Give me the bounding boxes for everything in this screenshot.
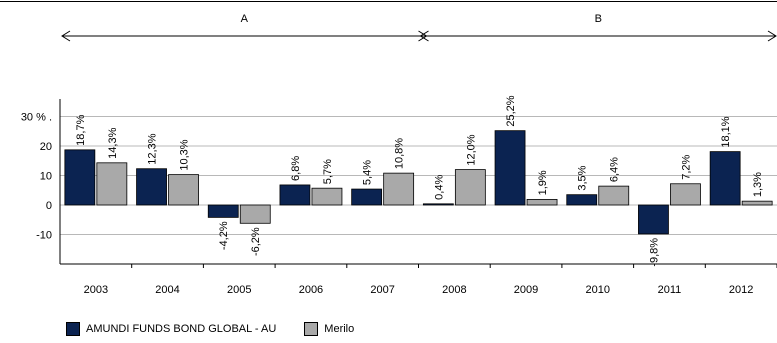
period-arrow-right xyxy=(767,30,777,42)
bar xyxy=(239,204,271,224)
x-tick-label: 2012 xyxy=(729,284,753,296)
bar xyxy=(207,204,239,218)
y-tick-label: 20 xyxy=(40,141,52,153)
data-label: 3,5% xyxy=(577,165,589,190)
data-label: 12,3% xyxy=(147,133,159,164)
bar xyxy=(136,168,167,206)
data-label: 5,4% xyxy=(362,160,374,185)
legend-item-amundi: AMUNDI FUNDS BOND GLOBAL - AU xyxy=(66,322,276,336)
legend: AMUNDI FUNDS BOND GLOBAL - AU Merilo xyxy=(66,320,382,338)
x-tick-label: 2006 xyxy=(299,284,323,296)
period-arrow-left xyxy=(419,30,429,42)
legend-item-merilo: Merilo xyxy=(304,322,354,336)
data-label: 10,3% xyxy=(179,139,191,170)
bar xyxy=(598,185,630,206)
data-label: 14,3% xyxy=(107,127,119,158)
x-tick-label: 2009 xyxy=(514,284,538,296)
bar xyxy=(279,184,311,206)
x-tick-label: 2004 xyxy=(155,284,179,296)
data-label: 6,4% xyxy=(609,157,621,182)
period-label: B xyxy=(595,13,602,25)
x-tick-label: 2008 xyxy=(442,284,466,296)
bar xyxy=(638,204,669,235)
x-tick-label: 2010 xyxy=(586,284,610,296)
data-label: 18,7% xyxy=(75,114,87,145)
data-label: 1,3% xyxy=(752,172,764,197)
data-label: 7,2% xyxy=(680,154,692,179)
bar xyxy=(96,162,128,206)
bar xyxy=(526,198,558,206)
data-label: 1,9% xyxy=(537,170,549,195)
bar xyxy=(709,151,741,206)
data-label: 6,8% xyxy=(290,156,302,181)
data-label: 25,2% xyxy=(505,95,517,126)
data-label: -9,8% xyxy=(648,238,660,267)
x-tick-label: 2003 xyxy=(84,284,108,296)
data-label: 18,1% xyxy=(720,116,732,147)
bar xyxy=(566,194,598,206)
data-label: 0,4% xyxy=(433,175,445,200)
period-arrow-left xyxy=(61,30,71,42)
data-label: 12,0% xyxy=(465,134,477,165)
bar xyxy=(383,172,415,206)
bar xyxy=(422,203,454,206)
data-label: 5,7% xyxy=(322,159,334,184)
bar xyxy=(741,200,773,206)
data-label: -6,2% xyxy=(250,227,262,256)
period-label: A xyxy=(241,13,249,25)
bar xyxy=(64,149,96,206)
y-tick-label: -10 xyxy=(36,230,52,242)
x-tick-label: 2007 xyxy=(370,284,394,296)
bar xyxy=(454,169,486,206)
x-tick-label: 2005 xyxy=(227,284,251,296)
x-tick-label: 2011 xyxy=(658,284,682,296)
bar xyxy=(494,130,526,206)
data-label: -4,2% xyxy=(218,221,230,250)
y-tick-label: 10 xyxy=(40,171,52,183)
data-label: 10,8% xyxy=(394,138,406,169)
y-tick-label: 30 % . xyxy=(21,112,52,124)
bar xyxy=(311,187,343,206)
legend-label-amundi: AMUNDI FUNDS BOND GLOBAL - AU xyxy=(86,323,277,335)
legend-label-merilo: Merilo xyxy=(324,323,355,335)
bar xyxy=(351,188,383,206)
y-tick-label: 0 xyxy=(46,200,52,212)
bar xyxy=(168,174,199,206)
legend-swatch-amundi xyxy=(66,322,80,336)
bar xyxy=(670,183,701,206)
legend-swatch-merilo xyxy=(304,322,319,336)
